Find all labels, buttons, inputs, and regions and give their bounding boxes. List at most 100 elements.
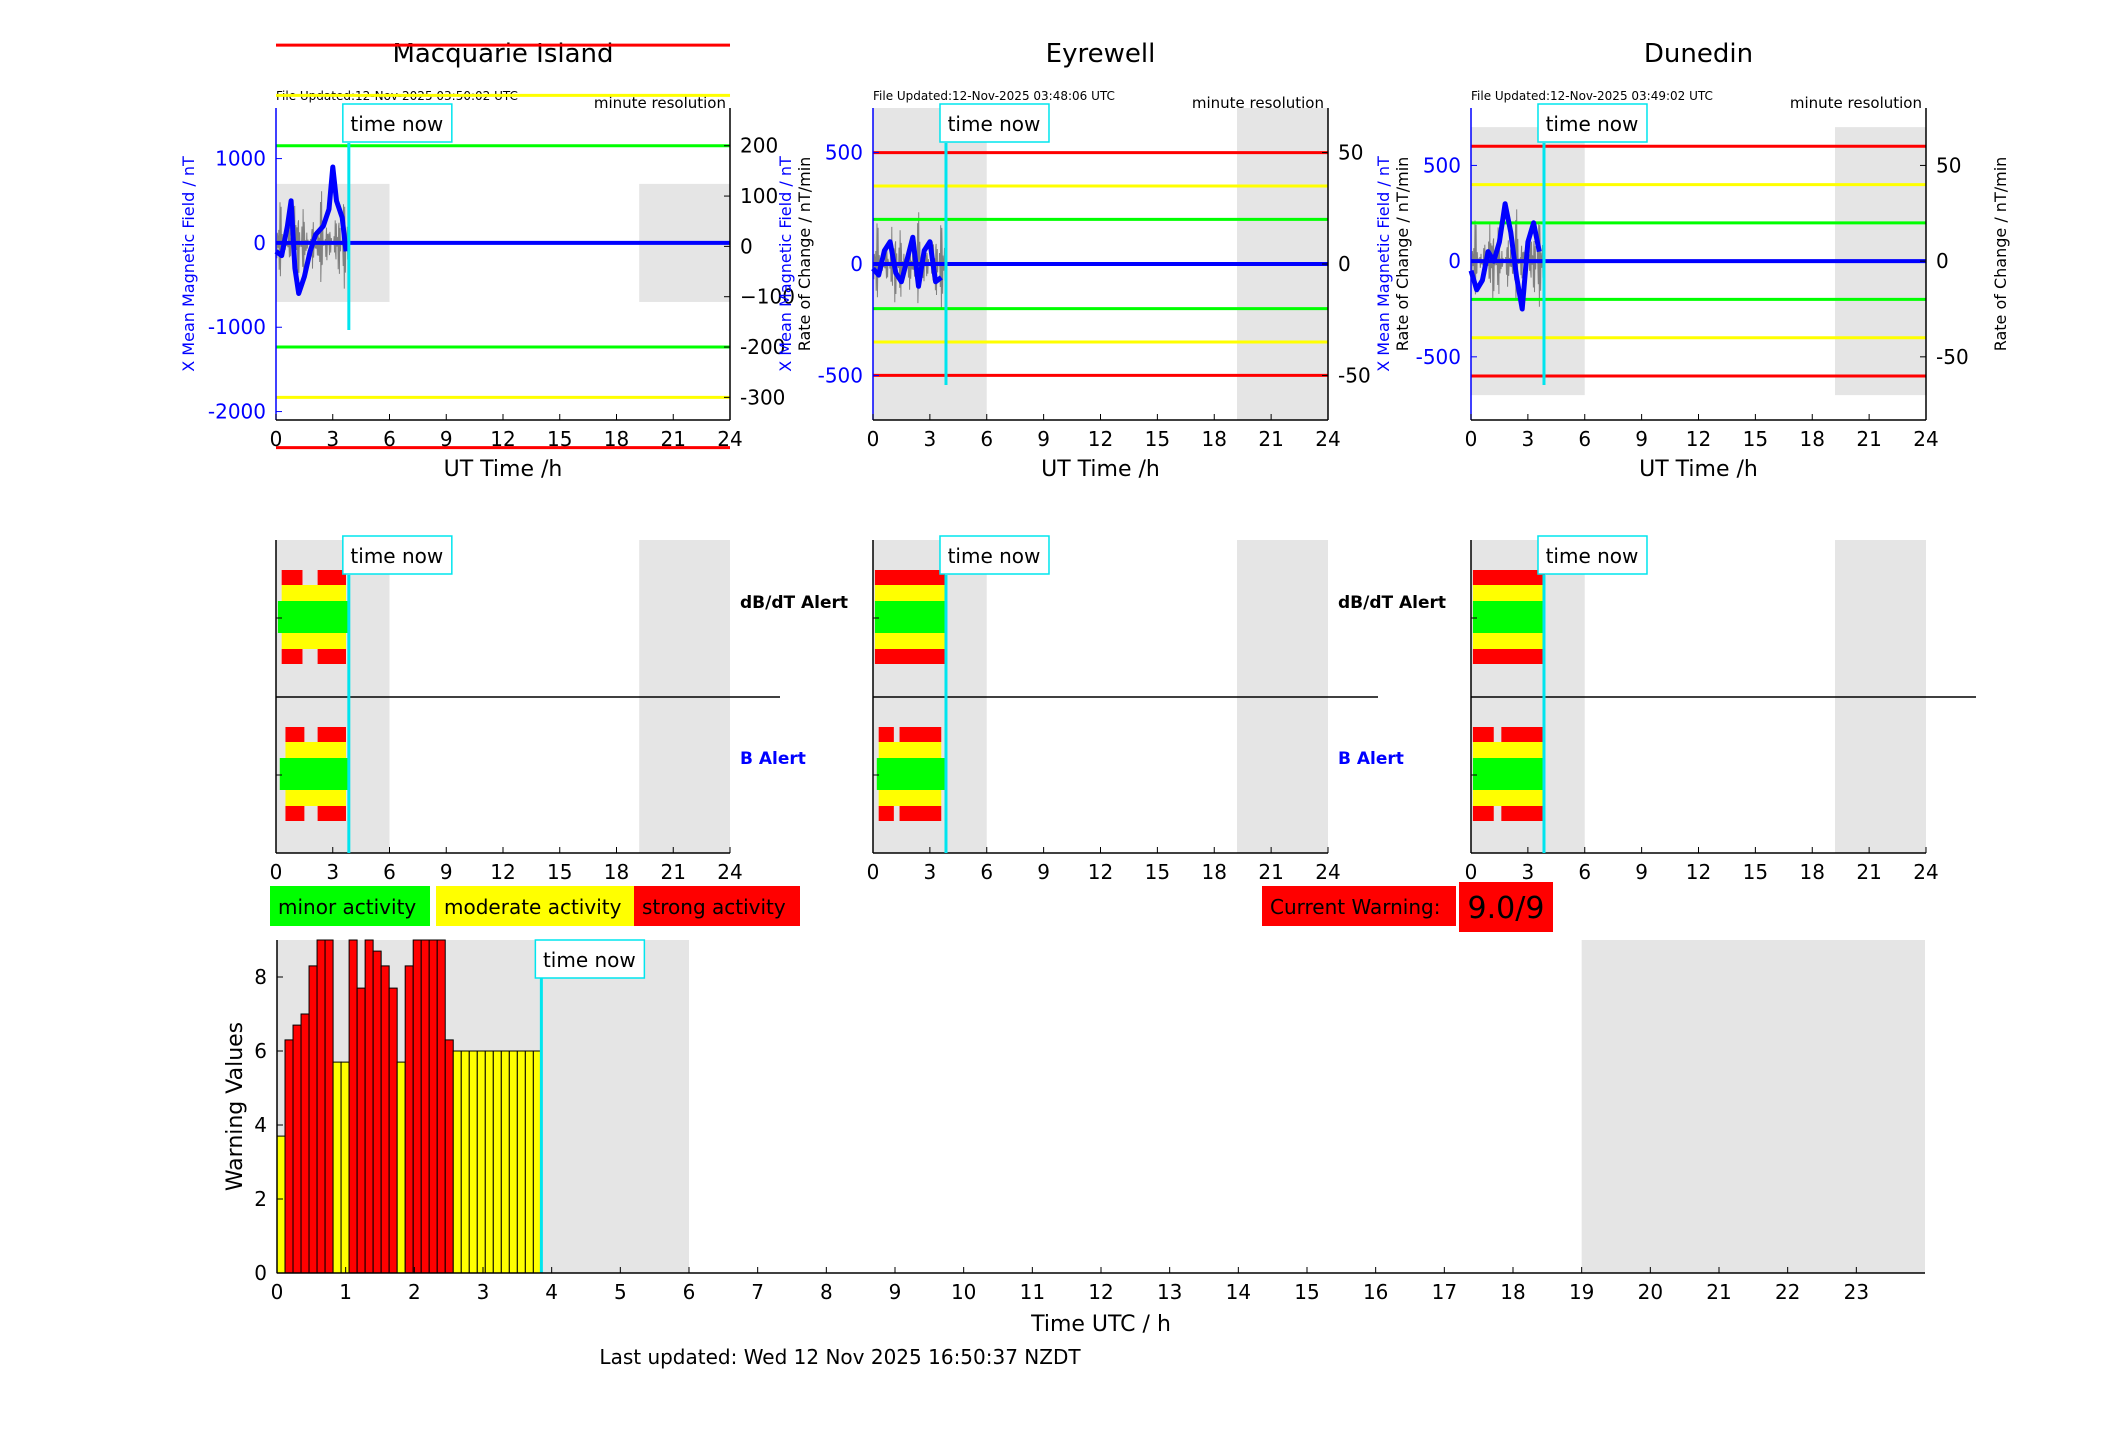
dbdt-alert-0-row-4a (281, 649, 303, 664)
alert-x-tick-label-2-21: 21 (1856, 860, 1881, 884)
warning-bar-3 (300, 1013, 310, 1274)
alert-time-now-box-1 (939, 535, 1050, 575)
y-axis-label-1: X Mean Magnetic Field / nT (776, 156, 795, 372)
warning-time-now-box (534, 939, 646, 979)
warning-bar-15 (396, 1061, 406, 1274)
warning-x-axis-label: Time UTC / h (1030, 1312, 1171, 1337)
x-tick-label-1-9: 9 (1037, 427, 1050, 451)
x-tick-label-1-3: 3 (924, 427, 937, 451)
time-now-label-2: time now (1546, 112, 1639, 136)
b-alert-1-row-0a (878, 727, 894, 742)
x-tick-label-1-6: 6 (980, 427, 993, 451)
warning-x-tick-label-14: 14 (1226, 1280, 1251, 1304)
alert-x-tick-label-1-3: 3 (924, 860, 937, 884)
alert-x-tick-label-0-6: 6 (383, 860, 396, 884)
warning-bar-28 (500, 1050, 510, 1274)
dbdt-alert-2-row-2 (1472, 601, 1545, 633)
x-tick-label-0-12: 12 (490, 427, 515, 451)
y2-tick-label-0--200: -200 (740, 335, 785, 359)
current-warning-box (1262, 886, 1456, 926)
alert-x-tick-label-1-24: 24 (1315, 860, 1340, 884)
alert-time-now-label-0: time now (350, 544, 443, 568)
warning-x-tick-label-5: 5 (614, 1280, 627, 1304)
warning-x-tick-label-6: 6 (683, 1280, 696, 1304)
b-alert-0-row-0a (285, 727, 305, 742)
warning-bar-16 (404, 965, 414, 1274)
dbdt-alert-label-1: dB/dT Alert (1338, 593, 1446, 613)
minute-resolution-1: minute resolution (1192, 94, 1324, 112)
x-axis-label-0: UT Time /h (444, 457, 563, 482)
y2-tick-label-0--300: -300 (740, 385, 785, 409)
b-alert-1-row-2 (876, 758, 947, 790)
y2-axis-label-1: Rate of Change / nT/min (1393, 157, 1412, 352)
alert-x-tick-label-1-12: 12 (1088, 860, 1113, 884)
b-alert-label-0: B Alert (740, 749, 806, 769)
alert-x-tick-label-2-18: 18 (1800, 860, 1825, 884)
warning-x-tick-label-17: 17 (1432, 1280, 1457, 1304)
warning-x-tick-label-15: 15 (1294, 1280, 1319, 1304)
x-tick-label-0-9: 9 (440, 427, 453, 451)
legend-minor-label: minor activity (278, 895, 416, 919)
legend-minor-swatch (270, 886, 430, 926)
current-warning-label: Current Warning: (1270, 895, 1440, 919)
y-tick-label-1--500: -500 (818, 363, 863, 387)
alert-x-tick-label-1-18: 18 (1202, 860, 1227, 884)
alert-x-tick-label-1-21: 21 (1258, 860, 1283, 884)
dbdt-alert-0-row-1 (281, 585, 346, 601)
b-alert-0-row-4b (317, 806, 346, 821)
warning-x-tick-label-18: 18 (1500, 1280, 1525, 1304)
x-tick-label-1-24: 24 (1315, 427, 1340, 451)
warning-bar-7 (332, 1061, 342, 1274)
warning-bar-31 (524, 1050, 534, 1274)
x-axis-label-1: UT Time /h (1041, 457, 1160, 482)
b-alert-2-row-1 (1472, 742, 1545, 758)
b-alert-1-row-1 (878, 742, 942, 758)
dbdt-alert-2-row-1 (1472, 585, 1545, 601)
rate-of-change-line-0 (276, 191, 349, 289)
y-tick-label-0-1000: 1000 (215, 147, 266, 171)
y-tick-label-1-500: 500 (825, 141, 863, 165)
x-tick-label-0-21: 21 (661, 427, 686, 451)
dbdt-alert-2-row-0 (1472, 570, 1545, 585)
x-tick-label-0-18: 18 (604, 427, 629, 451)
b-alert-2-row-3 (1472, 790, 1545, 806)
warning-x-tick-label-8: 8 (820, 1280, 833, 1304)
y2-tick-label-0--100: −100 (740, 285, 795, 309)
field-line-2 (1468, 201, 1542, 312)
y2-tick-label-2--50: -50 (1936, 345, 1969, 369)
y2-tick-label-1--50: -50 (1338, 363, 1371, 387)
alert-time-now-box-2 (1537, 535, 1648, 575)
warning-bar-30 (516, 1050, 526, 1274)
warning-y-tick-label-4: 4 (254, 1113, 267, 1137)
minute-resolution-0: minute resolution (594, 94, 726, 112)
time-now-label-1: time now (948, 112, 1041, 136)
warning-bar-23 (460, 1050, 470, 1274)
alert-x-tick-label-0-12: 12 (490, 860, 515, 884)
y-tick-label-2-500: 500 (1423, 153, 1461, 177)
b-alert-0-row-4a (285, 806, 305, 821)
x-tick-label-2-9: 9 (1635, 427, 1648, 451)
current-warning-value: 9.0/9 (1468, 891, 1545, 926)
warning-bar-17 (412, 939, 422, 1274)
b-alert-1-row-3 (878, 790, 942, 806)
dbdt-alert-0-row-2 (277, 601, 350, 633)
x-tick-label-1-21: 21 (1258, 427, 1283, 451)
dbdt-alert-1-row-0 (874, 570, 946, 585)
dbdt-alert-2-row-4 (1472, 649, 1545, 664)
alert-x-tick-label-2-24: 24 (1913, 860, 1938, 884)
alert-x-tick-label-2-6: 6 (1578, 860, 1591, 884)
y2-axis-label-2: Rate of Change / nT/min (1991, 157, 2010, 352)
warning-y-tick-label-6: 6 (254, 1039, 267, 1063)
warning-bar-1 (284, 1039, 294, 1274)
dbdt-alert-0-row-4b (317, 649, 346, 664)
warning-time-now-label: time now (543, 948, 636, 972)
alert-x-tick-label-0-18: 18 (604, 860, 629, 884)
warning-x-tick-label-4: 4 (545, 1280, 558, 1304)
x-tick-label-1-0: 0 (867, 427, 880, 451)
legend-moderate-swatch (436, 886, 634, 926)
y2-tick-label-0-0: 0 (740, 234, 753, 258)
y2-tick-label-1-0: 0 (1338, 252, 1351, 276)
y-tick-label-1-0: 0 (850, 252, 863, 276)
alert-x-tick-label-0-24: 24 (717, 860, 742, 884)
alert-x-tick-label-1-9: 9 (1037, 860, 1050, 884)
